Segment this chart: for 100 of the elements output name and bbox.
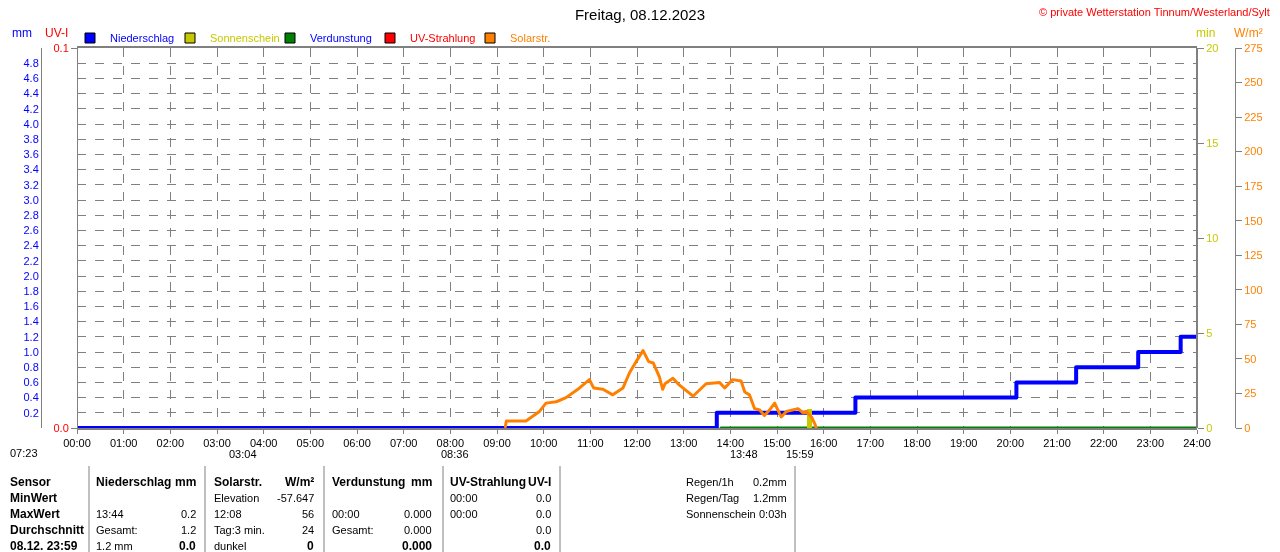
y-tick-label: 50: [1244, 352, 1257, 365]
x-tick-label: 11:00: [576, 437, 604, 450]
x-tick-label: 16:00: [809, 437, 838, 450]
annotation: 13:48: [730, 448, 758, 460]
x-tick-label: 23:00: [1136, 437, 1165, 450]
y-tick-label: 175: [1244, 180, 1263, 193]
x-tick-label: 07:00: [389, 437, 418, 450]
category-label: Regen/1h: [686, 476, 734, 488]
y-tick-label: 0.2: [23, 406, 39, 419]
text: 24: [302, 524, 315, 536]
y3-tick-label: 20: [1206, 41, 1219, 54]
text: © private Wetterstation Tinnum/Westerland/Sylt: [1039, 6, 1270, 18]
x-tick-label: 00:00: [63, 437, 91, 450]
line-series: [503, 349, 818, 428]
legend-label: Verdunstung: [310, 32, 372, 45]
category-label: Verdunstung: [332, 475, 406, 489]
y3-axis-title: min: [1196, 26, 1216, 40]
x-tick-label: 06:00: [343, 437, 371, 450]
category-label: Durchschnitt: [10, 523, 85, 537]
text: Gesamt:: [96, 524, 138, 536]
x-tick-label: 03:00: [203, 437, 231, 450]
text: 12:08: [214, 508, 242, 520]
x-tick-label: 05:00: [296, 437, 325, 450]
text: 0.000: [404, 508, 432, 520]
annotation: 03:04: [229, 448, 257, 460]
category-label: Sensor: [10, 475, 52, 489]
category-label: W/m²: [285, 475, 315, 489]
legend-label: Niederschlag: [110, 32, 175, 45]
text: -57.647: [277, 492, 315, 504]
y-tick-label: 75: [1244, 318, 1257, 331]
text: 1.2mm: [753, 492, 787, 504]
category-label: Solarstr.: [214, 475, 263, 489]
x-tick-label: 12:00: [623, 437, 651, 450]
text: 0.0: [536, 508, 552, 520]
x-tick-label: 20:00: [996, 437, 1025, 450]
text: dunkel: [214, 540, 247, 552]
y-tick-label: 3.8: [23, 133, 39, 146]
y-tick-label: 2.0: [23, 269, 39, 282]
y-tick-label: 1.6: [23, 300, 39, 313]
y-tick-label: 3.2: [23, 178, 39, 191]
x-tick-label: 10:00: [529, 437, 558, 450]
y2-axis-title: UV-I: [45, 26, 69, 40]
y-tick-label: 4.8: [23, 57, 39, 70]
y-tick-label: 275: [1244, 41, 1263, 54]
category-label: mm: [175, 475, 197, 489]
x-tick-label: 13:00: [669, 437, 698, 450]
y-tick-label: 4.4: [23, 87, 39, 100]
text: 0.2: [181, 508, 197, 520]
x-tick-label: 08:00: [436, 437, 465, 450]
y-tick-label: 2.4: [23, 239, 39, 252]
chart-title: Freitag, 08.12.2023: [574, 6, 706, 24]
category-label: MinWert: [10, 491, 58, 505]
x-tick-label: 22:00: [1089, 437, 1118, 450]
x-tick-label: 09:00: [483, 437, 511, 450]
annotation: 08:36: [441, 448, 469, 460]
y-tick-label: 4.0: [23, 117, 39, 130]
x-tick-label: 04:00: [249, 437, 278, 450]
x-tick-label: 19:00: [949, 437, 978, 450]
category-label: mm: [411, 475, 433, 489]
y-tick-label: 4.6: [23, 72, 39, 85]
text: 0.0: [179, 539, 196, 552]
y-tick-label: 3.0: [23, 193, 39, 206]
category-label: UV-Strahlung: [450, 475, 527, 489]
text: 0.0: [536, 492, 552, 504]
y-tick-label: 1.4: [23, 315, 39, 328]
text: Elevation: [214, 492, 260, 504]
y-tick-label: 4.2: [23, 102, 39, 115]
y-tick-label: 1.8: [23, 285, 39, 298]
text: 0.0: [534, 539, 551, 552]
y3-tick-label: 15: [1206, 136, 1219, 149]
y2-tick-label: 0.0: [53, 421, 69, 434]
y-tick-label: 1.0: [23, 345, 39, 358]
y-tick-label: 0.4: [23, 391, 39, 404]
legend-label: Sonnenschein: [210, 32, 280, 45]
y-tick-label: 225: [1244, 110, 1263, 123]
x-tick-label: 21:00: [1043, 437, 1071, 450]
y-tick-label: 3.6: [23, 148, 39, 161]
y3-tick-label: 0: [1206, 421, 1213, 434]
x-tick-label: 24:00: [1183, 437, 1211, 450]
text: 00:00: [450, 508, 478, 520]
category-label: Sonnenschein: [686, 508, 756, 520]
text: 13:44: [96, 508, 124, 520]
x-tick-label: 15:00: [763, 437, 791, 450]
y2-tick-label: 0.1: [53, 41, 69, 54]
y-tick-label: 0.6: [23, 376, 39, 389]
text: Tag:3 min.: [214, 524, 265, 536]
text: 00:00: [332, 508, 360, 520]
y-tick-label: 2.8: [23, 209, 39, 222]
text: 00:00: [450, 492, 478, 504]
text: 1.2: [181, 524, 197, 536]
y3-tick-label: 5: [1206, 326, 1213, 339]
category-label: Niederschlag: [96, 475, 172, 489]
x-tick-label: 01:00: [109, 437, 138, 450]
y-tick-label: 0: [1244, 421, 1251, 434]
text: Gesamt:: [332, 524, 374, 536]
text: 0.0: [536, 524, 552, 536]
y-tick-label: 125: [1244, 249, 1263, 262]
text: 0: [307, 539, 314, 552]
y-tick-label: 100: [1244, 283, 1263, 296]
text: 1.2 mm: [96, 540, 133, 552]
